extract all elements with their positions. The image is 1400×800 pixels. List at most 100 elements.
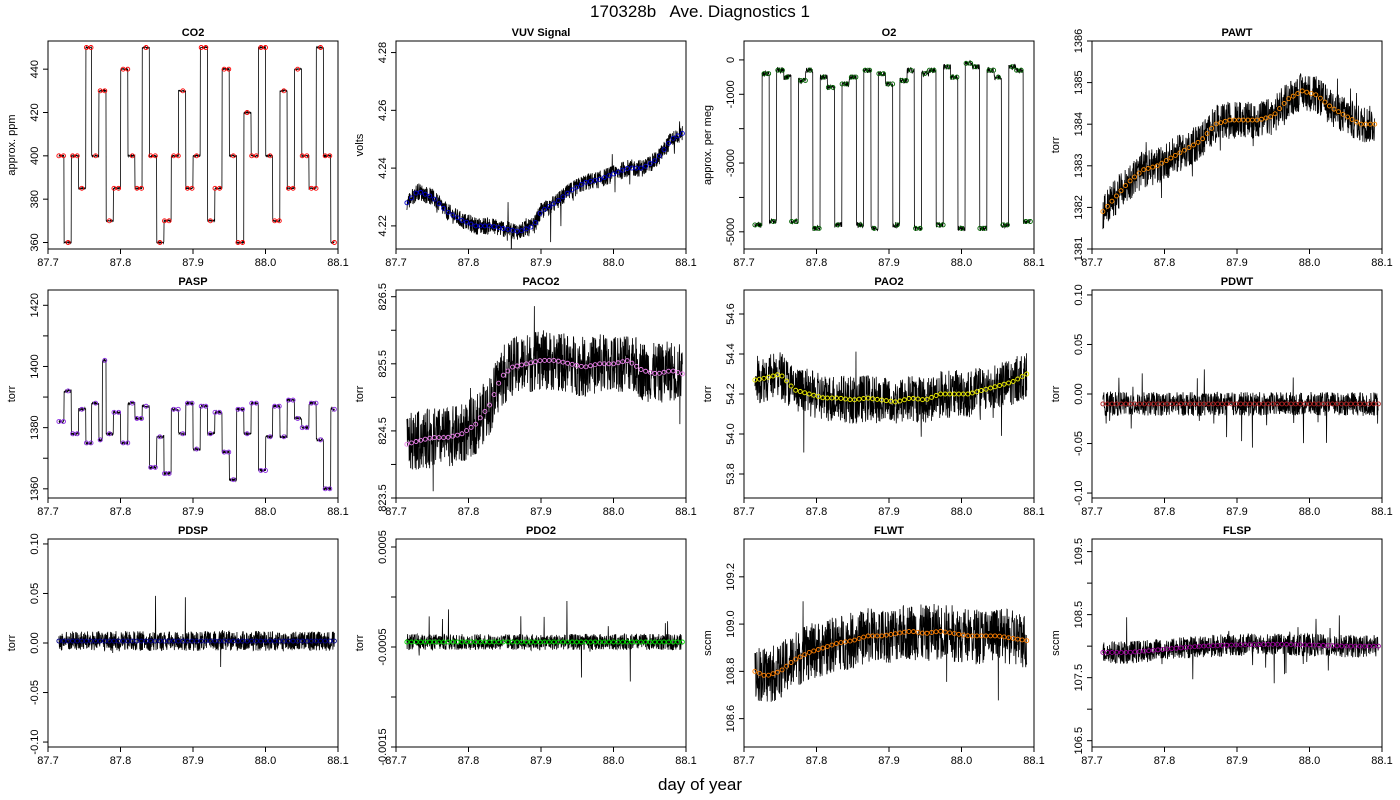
y-tick-label: 54.6 bbox=[725, 303, 737, 324]
y-axis-label: approx. per meg bbox=[702, 105, 714, 185]
x-tick-label: 87.7 bbox=[385, 257, 406, 269]
average-point bbox=[843, 639, 848, 645]
average-point bbox=[638, 367, 644, 372]
average-point bbox=[560, 194, 566, 200]
average-point bbox=[871, 225, 877, 231]
average-point bbox=[634, 363, 639, 369]
average-point bbox=[253, 153, 259, 159]
average-point bbox=[83, 45, 89, 50]
average-point bbox=[597, 361, 603, 367]
average-point bbox=[409, 440, 414, 446]
plot-frame bbox=[47, 289, 339, 499]
average-point bbox=[917, 225, 923, 231]
average-point bbox=[811, 392, 817, 398]
y-tick-label: 4.24 bbox=[377, 157, 389, 178]
average-point bbox=[546, 639, 552, 645]
average-point bbox=[97, 437, 103, 443]
y-tick-label: 108.5 bbox=[1073, 601, 1085, 629]
average-point bbox=[1371, 401, 1377, 407]
average-point bbox=[1015, 376, 1021, 382]
y-tick-label: -0.10 bbox=[29, 730, 41, 755]
average-point bbox=[982, 225, 987, 231]
average-point bbox=[1160, 401, 1166, 407]
average-point bbox=[611, 361, 616, 367]
average-point bbox=[1127, 401, 1133, 407]
data-area bbox=[404, 306, 685, 492]
average-point bbox=[431, 435, 437, 441]
x-tick-label: 87.9 bbox=[1226, 755, 1247, 767]
y-tick-label: -1000 bbox=[725, 80, 737, 108]
average-point bbox=[322, 153, 328, 159]
y-tick-label: 825.5 bbox=[377, 350, 389, 378]
average-point bbox=[532, 639, 538, 645]
average-point bbox=[212, 638, 218, 644]
average-point bbox=[1200, 136, 1206, 142]
x-tick-label: 88.1 bbox=[327, 755, 348, 767]
average-point bbox=[454, 215, 460, 221]
average-point bbox=[106, 638, 112, 644]
average-point bbox=[299, 638, 305, 644]
average-point bbox=[532, 359, 538, 365]
average-point bbox=[272, 218, 278, 224]
average-point bbox=[70, 153, 76, 159]
average-point bbox=[1295, 91, 1301, 96]
average-point bbox=[409, 639, 414, 645]
average-point bbox=[253, 400, 259, 406]
average-point bbox=[879, 633, 885, 639]
average-point bbox=[1100, 401, 1106, 407]
average-point bbox=[1254, 117, 1260, 123]
y-tick-label: 400 bbox=[29, 147, 41, 165]
average-point bbox=[1010, 379, 1016, 384]
average-point bbox=[1206, 643, 1211, 649]
average-point bbox=[1218, 120, 1224, 126]
average-point bbox=[468, 221, 474, 227]
average-point bbox=[848, 74, 854, 80]
average-point bbox=[1109, 650, 1115, 655]
average-point bbox=[670, 135, 676, 141]
x-tick-label: 88.0 bbox=[951, 257, 972, 269]
average-point bbox=[1109, 198, 1115, 204]
average-point bbox=[1023, 219, 1029, 224]
average-point bbox=[838, 395, 844, 401]
average-point bbox=[212, 409, 218, 415]
average-point bbox=[1358, 121, 1364, 127]
average-point bbox=[473, 639, 479, 645]
average-point bbox=[629, 360, 635, 366]
x-tick-label: 87.8 bbox=[1154, 755, 1175, 767]
average-point bbox=[555, 198, 561, 203]
y-tick-label: 107.5 bbox=[1073, 664, 1085, 692]
average-point bbox=[445, 209, 451, 215]
y-tick-label: 0.00 bbox=[29, 632, 41, 653]
average-point bbox=[286, 185, 291, 191]
average-point bbox=[207, 431, 213, 437]
x-tick-label: 87.8 bbox=[110, 755, 131, 767]
average-point bbox=[1014, 67, 1020, 73]
average-point bbox=[120, 440, 126, 446]
average-point bbox=[139, 638, 144, 644]
average-point bbox=[304, 153, 310, 159]
x-tick-label: 87.9 bbox=[878, 755, 899, 767]
average-point bbox=[1256, 642, 1262, 647]
average-point bbox=[892, 631, 898, 637]
average-point bbox=[171, 153, 177, 159]
average-point bbox=[235, 240, 241, 245]
average-point bbox=[1195, 139, 1201, 145]
y-tick-label: 1400 bbox=[29, 354, 41, 378]
average-point bbox=[883, 632, 889, 638]
average-point bbox=[322, 486, 328, 492]
average-point bbox=[1231, 117, 1237, 123]
data-area bbox=[56, 595, 337, 667]
average-point bbox=[166, 218, 172, 224]
average-point bbox=[510, 364, 515, 370]
average-point bbox=[1263, 115, 1269, 121]
x-tick-label: 87.9 bbox=[530, 755, 551, 767]
average-point bbox=[459, 217, 465, 223]
average-point bbox=[299, 425, 305, 431]
y-tick-label: -5000 bbox=[725, 218, 737, 246]
y-tick-label: 4.28 bbox=[377, 42, 389, 63]
average-point bbox=[519, 228, 525, 234]
average-point bbox=[272, 403, 278, 409]
average-point bbox=[152, 153, 158, 159]
average-point bbox=[459, 639, 465, 645]
average-point bbox=[166, 471, 172, 476]
